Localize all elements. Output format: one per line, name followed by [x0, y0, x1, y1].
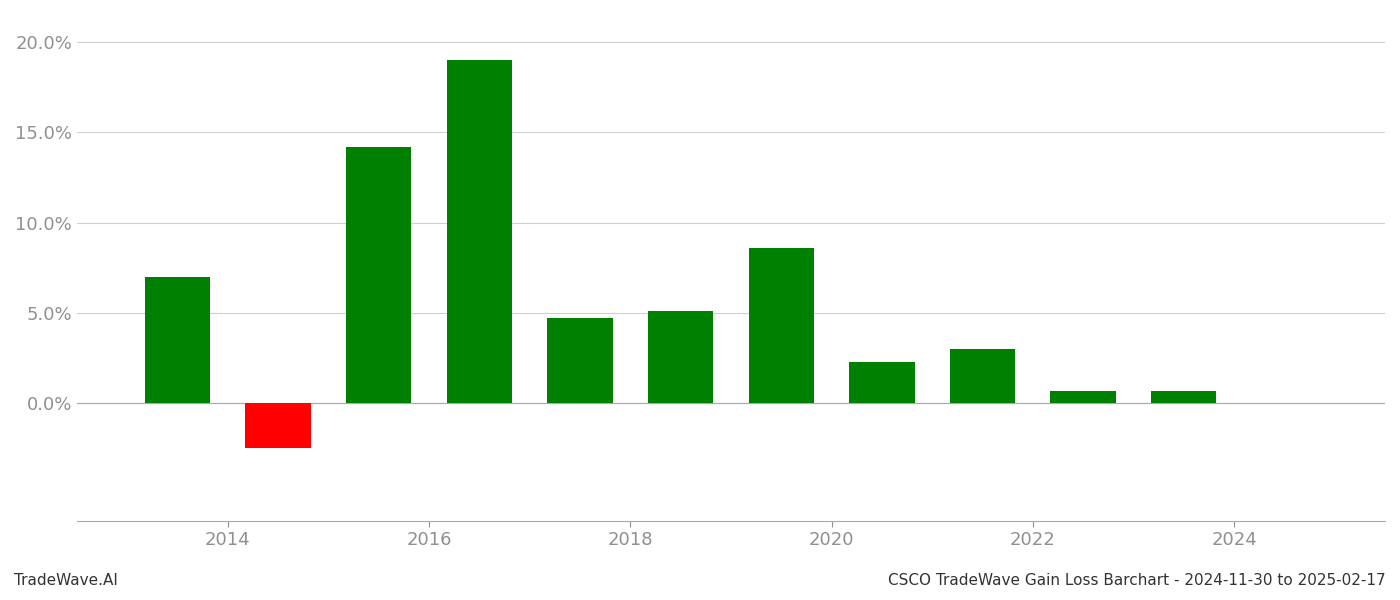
- Bar: [749, 248, 813, 403]
- Bar: [447, 60, 512, 403]
- Bar: [1151, 391, 1217, 403]
- Text: TradeWave.AI: TradeWave.AI: [14, 573, 118, 588]
- Bar: [144, 277, 210, 403]
- Bar: [1050, 391, 1116, 403]
- Bar: [547, 319, 613, 403]
- Text: CSCO TradeWave Gain Loss Barchart - 2024-11-30 to 2025-02-17: CSCO TradeWave Gain Loss Barchart - 2024…: [889, 573, 1386, 588]
- Bar: [850, 362, 914, 403]
- Bar: [949, 349, 1015, 403]
- Bar: [648, 311, 714, 403]
- Bar: [346, 147, 412, 403]
- Bar: [245, 403, 311, 448]
